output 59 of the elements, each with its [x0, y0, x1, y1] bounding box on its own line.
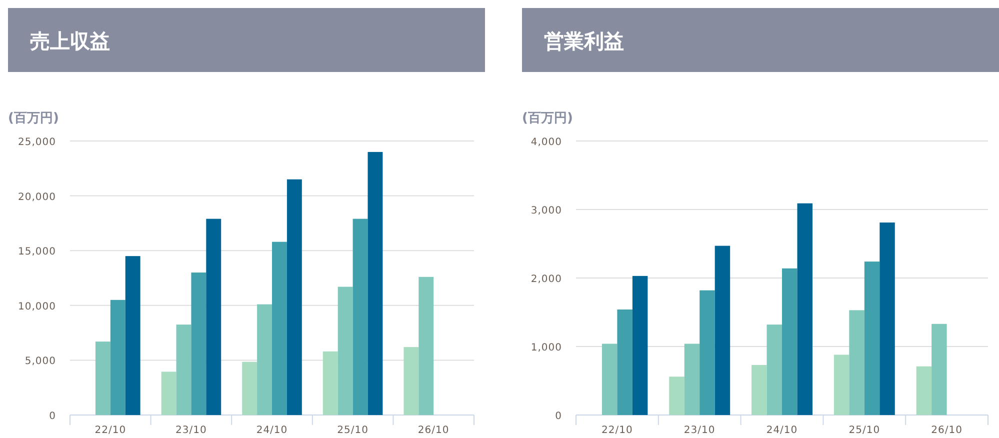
x-tick-label: 23/10 — [176, 425, 207, 436]
bar — [864, 262, 880, 415]
bar — [766, 324, 782, 415]
bar — [669, 376, 684, 415]
bar — [404, 347, 419, 415]
y-tick-label: 3,000 — [530, 206, 562, 216]
bar — [782, 268, 798, 415]
y-tick-label: 2,000 — [530, 274, 562, 285]
bar — [272, 242, 287, 415]
bar — [418, 276, 434, 415]
y-axis-title: (百万円) — [522, 111, 573, 126]
y-tick-label: 15,000 — [18, 246, 56, 258]
bar — [110, 300, 126, 415]
bar — [206, 218, 222, 415]
y-axis-title: (百万円) — [8, 111, 59, 126]
y-tick-label: 0 — [49, 411, 56, 422]
bar — [338, 286, 353, 415]
y-tick-label: 4,000 — [530, 137, 562, 148]
x-tick-label: 24/10 — [766, 425, 798, 436]
bar — [125, 256, 140, 415]
y-tick-label: 20,000 — [18, 192, 56, 203]
bar — [322, 351, 338, 415]
x-tick-label: 25/10 — [848, 425, 880, 436]
x-tick-label: 26/10 — [931, 425, 962, 436]
bar — [617, 310, 632, 415]
bar — [352, 218, 368, 415]
chart-title: 売上収益 — [30, 29, 110, 53]
y-tick-label: 10,000 — [18, 301, 56, 312]
y-tick-label: 25,000 — [18, 137, 56, 148]
bar — [834, 354, 850, 415]
bar — [191, 272, 206, 415]
bar — [752, 364, 767, 415]
x-tick-label: 23/10 — [684, 425, 716, 436]
y-tick-label: 5,000 — [24, 356, 56, 368]
chart-title: 営業利益 — [544, 29, 624, 53]
bar — [632, 276, 648, 415]
bar — [849, 310, 864, 415]
bar — [797, 203, 812, 415]
bar — [242, 362, 258, 415]
bar — [684, 344, 700, 415]
bar — [880, 222, 895, 415]
bar — [602, 344, 618, 415]
bar — [916, 366, 932, 415]
y-tick-label: 1,000 — [530, 342, 562, 354]
bar — [368, 152, 383, 415]
x-tick-label: 24/10 — [256, 425, 288, 436]
bar — [286, 179, 302, 415]
bar — [714, 246, 730, 415]
x-tick-label: 25/10 — [337, 425, 368, 436]
bar — [932, 324, 947, 415]
bar — [257, 304, 272, 415]
x-tick-label: 22/10 — [94, 425, 126, 436]
x-tick-label: 26/10 — [418, 425, 450, 436]
bar — [176, 324, 192, 415]
bar — [700, 290, 715, 415]
bar — [95, 342, 110, 415]
bar — [161, 372, 176, 415]
x-tick-label: 22/10 — [602, 425, 633, 436]
y-tick-label: 0 — [555, 411, 562, 422]
